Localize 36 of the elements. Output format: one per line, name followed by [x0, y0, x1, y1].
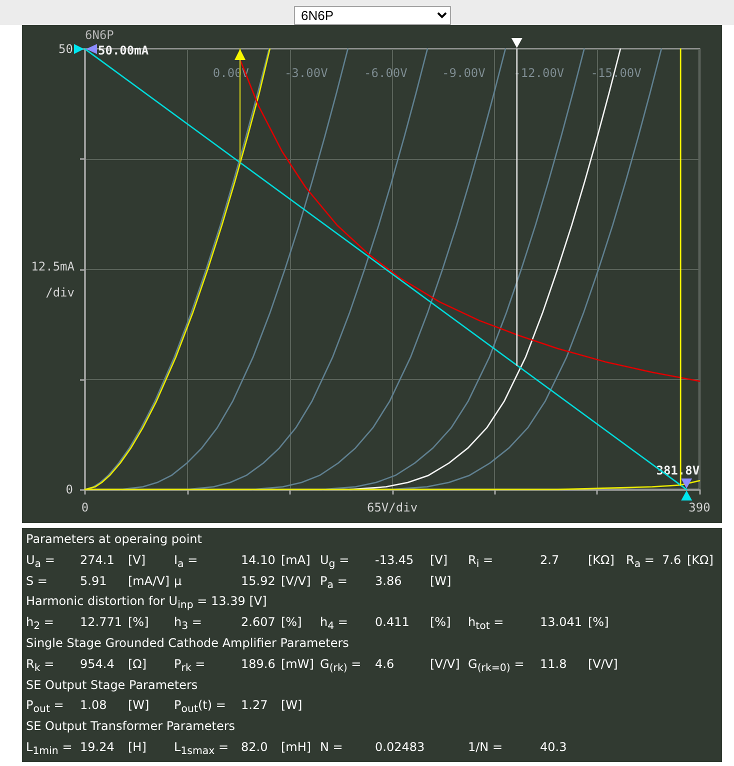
text: R$_{i}$ = 2.7 [KΩ]: [468, 552, 614, 570]
x-tick-label: 390: [688, 500, 710, 514]
text: P$_{out}$(t) = 1.27 [W]: [174, 698, 302, 716]
text: S = 5.91 [mA/V]: [26, 574, 170, 588]
text: U$_{g}$ = -13.45 [V]: [320, 552, 448, 570]
text: L$_{1min}$ = 19.24 [H]: [26, 738, 146, 758]
text: N = 0.02483: [320, 740, 425, 754]
text: P$_{out}$ = 1.08 [W]: [26, 698, 150, 716]
text: Single Stage Grounded Cathode Amplifier Parameters: [26, 636, 349, 650]
text: R$_{k}$ = 954.4 [Ω]: [26, 656, 147, 674]
text: h$_{2}$ = 12.771 [%]: [26, 615, 149, 632]
y-axis-title: 12.5mA /div: [31, 259, 76, 300]
text: h$_{4}$ = 0.411 [%]: [320, 615, 451, 632]
text: P$_{a}$ = 3.86 [W]: [320, 574, 452, 591]
text: P$_{rk}$ = 189.6 [mW]: [174, 656, 314, 674]
text: I$_{a}$ = 14.10 [mA]: [174, 552, 310, 570]
text: SE Output Stage Parameters: [26, 678, 198, 692]
text: G$_{(rk)}$ = 4.6 [V/V]: [320, 656, 460, 674]
x-axis-title: 65V/div: [366, 500, 418, 514]
series-label: -6.00V: [364, 66, 408, 80]
text: U$_{a}$ = 274.1 [V]: [26, 552, 146, 570]
series-label: -9.00V: [442, 66, 486, 80]
text: µ 15.92 [V/V]: [174, 574, 311, 588]
y-tick-label: 50: [58, 42, 73, 56]
dropdown-select: 6N6P: [294, 6, 451, 25]
text: SE Output Transformer Parameters: [26, 719, 236, 734]
text: R$_{a}$ = 7.6 [KΩ]: [626, 552, 714, 571]
text: 1/N = 40.3: [468, 740, 567, 754]
text: h$_{3}$ = 2.607 [%]: [174, 615, 302, 632]
text: h$_{tot}$ = 13.041 [%]: [468, 615, 609, 632]
text: G$_{(rk=0)}$ = 11.8 [V/V]: [468, 656, 618, 674]
text: Harmonic distortion for U$_{inp}$ = 13.39 [V]: [26, 594, 267, 612]
series-label: -3.00V: [284, 66, 328, 80]
chart-title: 6N6P: [85, 28, 114, 42]
text: Parameters at operaing point: [26, 532, 202, 546]
text: L$_{1smax}$ = 82.0 [mH]: [174, 738, 312, 758]
